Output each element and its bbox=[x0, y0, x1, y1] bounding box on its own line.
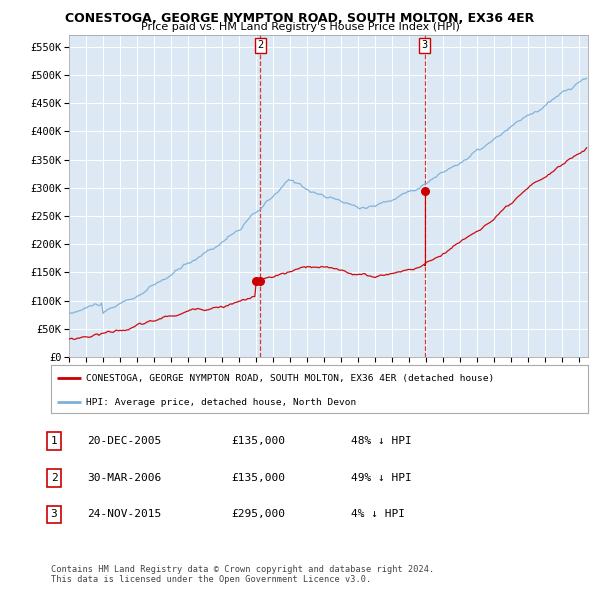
Text: 2: 2 bbox=[257, 40, 263, 50]
Text: 4% ↓ HPI: 4% ↓ HPI bbox=[351, 510, 405, 519]
Text: 48% ↓ HPI: 48% ↓ HPI bbox=[351, 437, 412, 446]
Text: 3: 3 bbox=[422, 40, 428, 50]
Text: 24-NOV-2015: 24-NOV-2015 bbox=[87, 510, 161, 519]
Text: CONESTOGA, GEORGE NYMPTON ROAD, SOUTH MOLTON, EX36 4ER: CONESTOGA, GEORGE NYMPTON ROAD, SOUTH MO… bbox=[65, 12, 535, 25]
Text: £135,000: £135,000 bbox=[231, 437, 285, 446]
Text: 30-MAR-2006: 30-MAR-2006 bbox=[87, 473, 161, 483]
Text: £135,000: £135,000 bbox=[231, 473, 285, 483]
Text: CONESTOGA, GEORGE NYMPTON ROAD, SOUTH MOLTON, EX36 4ER (detached house): CONESTOGA, GEORGE NYMPTON ROAD, SOUTH MO… bbox=[86, 373, 494, 383]
Text: 1: 1 bbox=[50, 437, 58, 446]
Text: HPI: Average price, detached house, North Devon: HPI: Average price, detached house, Nort… bbox=[86, 398, 356, 407]
Text: 49% ↓ HPI: 49% ↓ HPI bbox=[351, 473, 412, 483]
Text: 2: 2 bbox=[50, 473, 58, 483]
Text: 20-DEC-2005: 20-DEC-2005 bbox=[87, 437, 161, 446]
Text: £295,000: £295,000 bbox=[231, 510, 285, 519]
Text: Price paid vs. HM Land Registry's House Price Index (HPI): Price paid vs. HM Land Registry's House … bbox=[140, 22, 460, 32]
Text: Contains HM Land Registry data © Crown copyright and database right 2024.
This d: Contains HM Land Registry data © Crown c… bbox=[51, 565, 434, 584]
Text: 3: 3 bbox=[50, 510, 58, 519]
